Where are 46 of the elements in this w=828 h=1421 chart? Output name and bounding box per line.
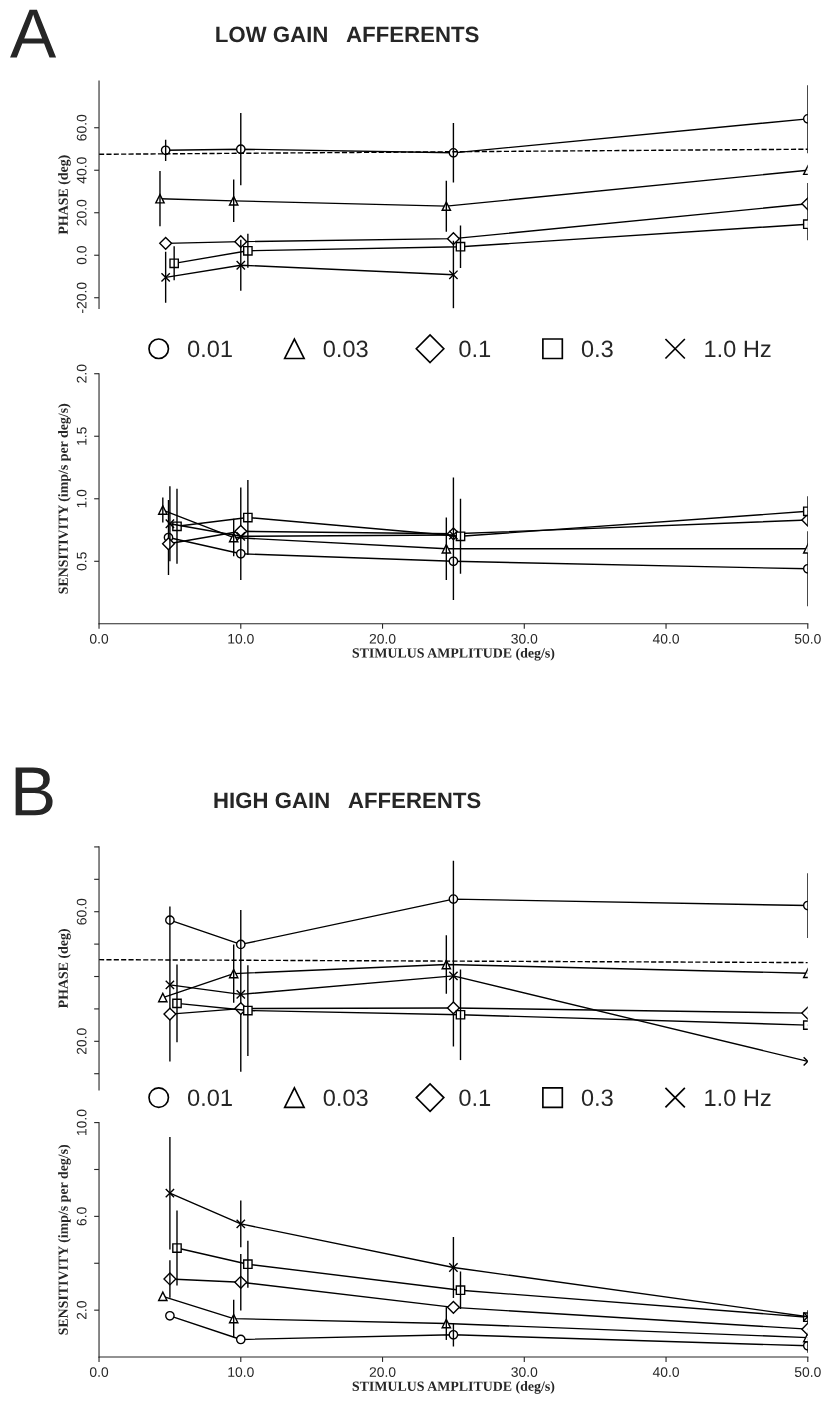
x-tick-label: 40.0 xyxy=(652,1367,680,1377)
x-tick-label: 0.0 xyxy=(89,633,109,644)
x-tick-label: 0.0 xyxy=(89,1367,109,1377)
y-tick-label: 0.5 xyxy=(76,552,87,571)
text: B xyxy=(15,767,53,816)
y-tick-label: 20.0 xyxy=(76,199,87,226)
x-tick-label: 40.0 xyxy=(652,633,680,644)
x-axis-title: STIMULUS AMPLITUDE (deg/s) xyxy=(352,647,555,661)
y-tick-label: 20.0 xyxy=(76,1028,87,1055)
legend-label: 0.03 xyxy=(323,340,368,358)
chart-title: LOW GAIN AFFERENTS xyxy=(216,26,479,43)
y-tick-label: 2.0 xyxy=(76,364,87,383)
x-tick-label: 30.0 xyxy=(511,633,538,644)
y-axis-title: SENSITIVITY (imp/s per deg/s) xyxy=(58,403,71,594)
y-tick-label: -20.0 xyxy=(76,282,87,313)
x-tick-label: 50.0 xyxy=(794,633,821,644)
text: A xyxy=(10,9,57,58)
chart-title: HIGH GAIN AFFERENTS xyxy=(214,792,481,809)
y-tick-label: 2.0 xyxy=(76,1301,87,1320)
legend-label: 0.01 xyxy=(187,1089,232,1107)
y-tick-label: 1.5 xyxy=(76,427,87,445)
y-axis-title: SENSITIVITY (imp/s per deg/s) xyxy=(58,1144,71,1335)
y-tick-label: 6.0 xyxy=(76,1207,87,1226)
legend-label: 1.0 Hz xyxy=(705,1089,771,1107)
legend-label: 0.3 xyxy=(581,340,613,358)
x-tick-label: 10.0 xyxy=(228,1367,254,1377)
y-tick-label: 10.0 xyxy=(76,1109,87,1136)
legend-label: 0.03 xyxy=(323,1089,368,1107)
legend-label: 0.1 xyxy=(459,1089,491,1107)
legend-label: 1.0 Hz xyxy=(705,340,771,358)
x-tick-label: 20.0 xyxy=(369,1367,396,1377)
y-tick-label: 40.0 xyxy=(76,157,87,184)
y-tick-label: 1.0 xyxy=(76,489,87,508)
y-tick-label: 60.0 xyxy=(76,114,87,141)
y-axis-title: PHASE (deg) xyxy=(58,155,71,235)
x-tick-label: 50.0 xyxy=(794,1367,821,1377)
x-axis-title: STIMULUS AMPLITUDE (deg/s) xyxy=(352,1381,555,1394)
x-tick-label: 30.0 xyxy=(511,1367,538,1377)
x-tick-label: 20.0 xyxy=(369,633,396,644)
legend-label: 0.01 xyxy=(187,340,232,358)
x-tick-label: 10.0 xyxy=(228,633,254,644)
legend-label: 0.3 xyxy=(581,1089,613,1107)
legend-label: 0.1 xyxy=(459,340,491,358)
y-tick-label: 0.0 xyxy=(76,246,87,265)
y-axis-title: PHASE (deg) xyxy=(58,929,71,1009)
y-tick-label: 60.0 xyxy=(76,898,87,925)
